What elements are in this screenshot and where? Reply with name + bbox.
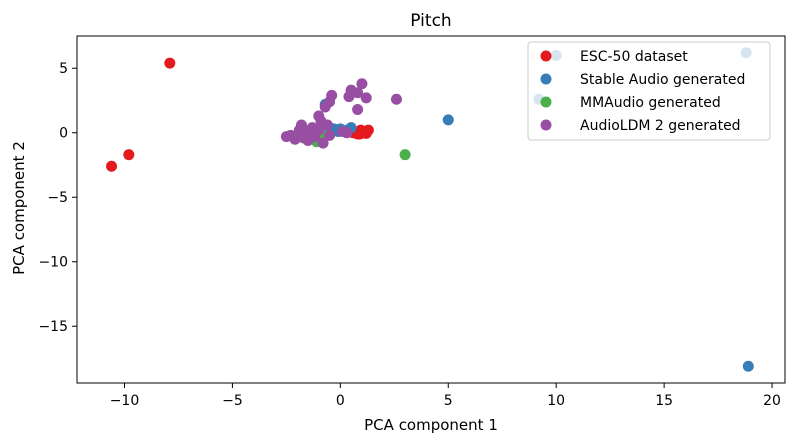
legend-marker — [540, 73, 552, 85]
data-point — [106, 160, 118, 172]
legend-marker — [540, 119, 552, 131]
ticks-layer: −10 −5 0 5 10 15 20 5 0 −5 −10 −15 — [38, 61, 781, 409]
y-axis-label: PCA component 2 — [10, 141, 28, 275]
y-tick-label: 5 — [59, 61, 68, 77]
data-point — [343, 91, 355, 103]
data-point — [302, 134, 314, 146]
plot-frame — [76, 35, 786, 384]
data-point — [390, 93, 402, 105]
data-point — [360, 92, 372, 104]
data-point — [399, 149, 411, 161]
x-tick-label: 15 — [655, 393, 673, 409]
data-point — [164, 57, 176, 69]
data-point — [317, 137, 329, 149]
data-point — [293, 124, 305, 136]
legend-label: MMAudio generated — [580, 95, 721, 111]
data-point — [321, 119, 333, 131]
legend-box — [527, 41, 771, 141]
x-tick-label: −5 — [222, 393, 243, 409]
data-point — [355, 124, 367, 136]
points-layer — [106, 47, 754, 372]
legend-label: ESC-50 dataset — [580, 49, 688, 65]
data-point — [313, 124, 325, 136]
legend: ESC-50 dataset Stable Audio generated MMAu… — [527, 41, 771, 141]
legend-marker — [540, 50, 552, 62]
x-tick-label: 0 — [336, 393, 345, 409]
legend-marker — [540, 96, 552, 108]
data-point — [442, 114, 454, 126]
y-tick-label: 0 — [59, 126, 68, 142]
data-point — [289, 133, 301, 145]
data-point — [352, 104, 364, 116]
legend-label: AudioLDM 2 generated — [580, 118, 741, 134]
x-tick-label: 5 — [444, 393, 453, 409]
x-tick-label: 20 — [763, 393, 781, 409]
x-axis-label: PCA component 1 — [364, 416, 498, 434]
y-tick-label: −5 — [47, 190, 68, 206]
series-0 — [106, 57, 374, 172]
data-point — [356, 78, 368, 90]
data-point — [280, 131, 292, 143]
chart-title: Pitch — [410, 11, 451, 31]
data-point — [324, 129, 336, 141]
data-point — [123, 149, 135, 161]
legend-label: Stable Audio generated — [580, 72, 745, 88]
y-tick-label: −10 — [38, 255, 68, 271]
data-point — [341, 127, 353, 139]
data-point — [319, 101, 331, 113]
series-3 — [280, 78, 402, 149]
x-tick-label: 10 — [547, 393, 565, 409]
x-tick-label: −10 — [110, 393, 140, 409]
y-tick-label: −15 — [38, 319, 68, 335]
data-point — [742, 360, 754, 372]
